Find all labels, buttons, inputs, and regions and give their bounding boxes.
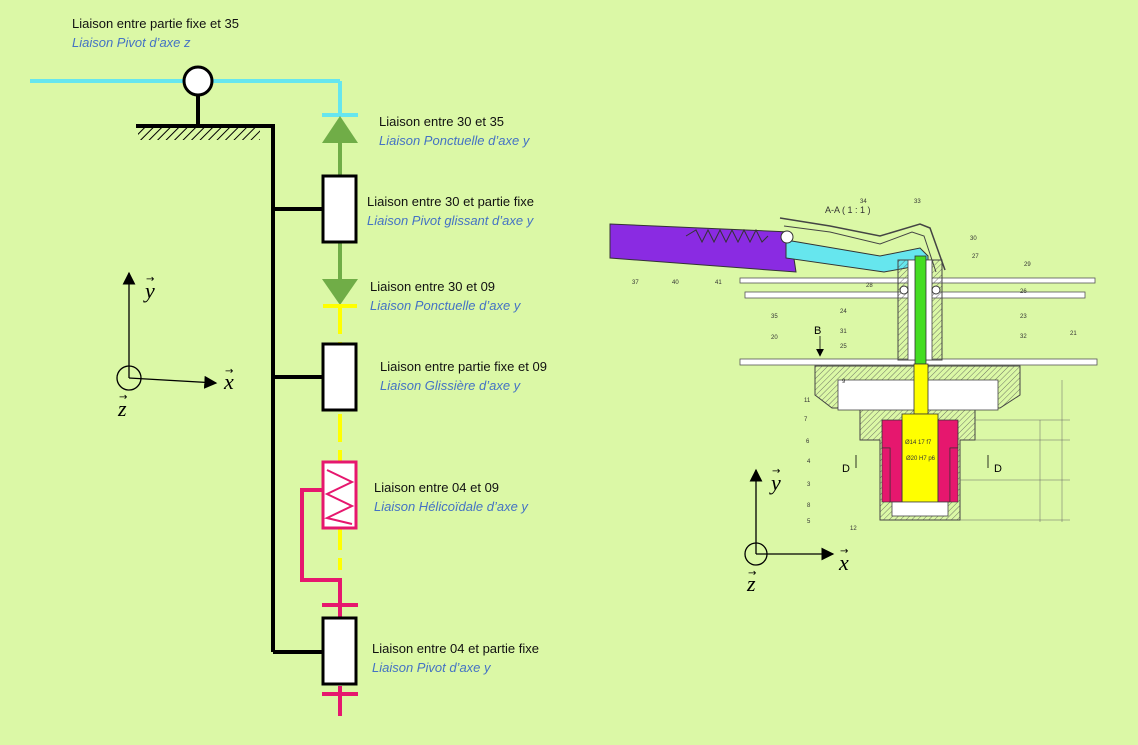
section-d-right-label: D xyxy=(994,463,1002,475)
vector-arrow-icon: → xyxy=(772,466,780,477)
label-ponctuelle-30-35: Liaison entre 30 et 35 Liaison Ponctuell… xyxy=(379,112,529,150)
kinematic-schema xyxy=(30,65,358,716)
label-title: Liaison entre partie fixe et 35 xyxy=(72,16,239,31)
axis-x-label: x xyxy=(223,369,234,394)
vector-arrow-icon: → xyxy=(146,274,154,285)
label-type: Liaison Pivot d’axe z xyxy=(72,35,191,50)
pivot-glissant-joint xyxy=(321,174,358,244)
svg-text:30: 30 xyxy=(970,236,977,242)
svg-text:5: 5 xyxy=(807,519,811,525)
label-type: Liaison Ponctuelle d’axe y xyxy=(370,298,521,313)
label-helicoidale-04-09: Liaison entre 04 et 09 Liaison Hélicoïda… xyxy=(374,478,528,516)
label-type: Liaison Glissière d’axe y xyxy=(380,378,521,393)
dimension-label: Ø20 H7 p6 xyxy=(906,456,936,462)
svg-text:12: 12 xyxy=(850,526,857,532)
svg-text:33: 33 xyxy=(914,199,921,205)
svg-text:27: 27 xyxy=(972,254,979,260)
svg-text:26: 26 xyxy=(1020,289,1027,295)
svg-text:37: 37 xyxy=(632,280,639,286)
label-title: Liaison entre 04 et 09 xyxy=(374,480,500,495)
svg-text:11: 11 xyxy=(804,398,811,404)
svg-text:32: 32 xyxy=(1020,334,1027,340)
helicoidal-joint xyxy=(321,460,358,530)
label-title: Liaison entre 30 et 09 xyxy=(370,279,496,294)
axis-x-label: x xyxy=(838,550,849,575)
dimension-label: Ø14 17 f7 xyxy=(905,440,932,446)
axes-right: y → x → z → xyxy=(744,466,849,596)
svg-text:41: 41 xyxy=(715,280,722,286)
axis-z-label: z xyxy=(746,571,756,596)
svg-text:40: 40 xyxy=(672,280,679,286)
svg-text:35: 35 xyxy=(771,314,778,320)
label-title: Liaison entre 30 et partie fixe xyxy=(367,194,534,209)
label-type: Liaison Pivot glissant d’axe y xyxy=(367,213,534,228)
svg-text:23: 23 xyxy=(1020,314,1027,320)
label-pivot-04: Liaison entre 04 et partie fixe Liaison … xyxy=(372,639,539,677)
fixed-frame xyxy=(271,124,323,654)
drawing-title: A-A ( 1 : 1 ) xyxy=(825,205,871,215)
svg-text:24: 24 xyxy=(840,309,847,315)
vector-arrow-icon: → xyxy=(840,546,848,557)
svg-text:9: 9 xyxy=(842,379,846,385)
axis-z-label: z xyxy=(117,396,127,421)
part-number-labels: 34 33 30 27 29 28 26 37 40 41 35 24 23 3… xyxy=(632,199,1077,532)
vector-arrow-icon: → xyxy=(748,568,756,579)
label-ponctuelle-30-09: Liaison entre 30 et 09 Liaison Ponctuell… xyxy=(370,277,520,315)
label-type: Liaison Pivot d’axe y xyxy=(372,660,491,675)
vector-arrow-icon: → xyxy=(225,366,233,377)
label-glissiere-09: Liaison entre partie fixe et 09 Liaison … xyxy=(380,357,547,395)
axis-y-label: y xyxy=(143,278,155,303)
svg-text:34: 34 xyxy=(860,199,867,205)
svg-text:4: 4 xyxy=(807,459,811,465)
pivot-z-joint xyxy=(136,65,273,140)
pivot-y-joint xyxy=(321,616,358,686)
svg-text:21: 21 xyxy=(1070,331,1077,337)
label-title: Liaison entre 30 et 35 xyxy=(379,114,505,129)
svg-text:3: 3 xyxy=(807,482,811,488)
svg-text:28: 28 xyxy=(866,283,873,289)
svg-text:25: 25 xyxy=(840,344,847,350)
label-title: Liaison entre partie fixe et 09 xyxy=(380,359,547,374)
axes-left: y → x → z → xyxy=(116,271,234,421)
svg-text:6: 6 xyxy=(806,439,810,445)
axis-y-label: y xyxy=(769,470,781,495)
svg-text:29: 29 xyxy=(1024,262,1031,268)
label-pivot-glissant-30: Liaison entre 30 et partie fixe Liaison … xyxy=(367,192,534,230)
svg-text:8: 8 xyxy=(807,503,811,509)
part-04-pink xyxy=(300,488,358,716)
section-b-label: B xyxy=(814,325,821,337)
label-title: Liaison entre 04 et partie fixe xyxy=(372,641,539,656)
technical-drawing: A-A ( 1 : 1 ) Ø14 17 f7 Ø20 xyxy=(609,199,1098,532)
svg-text:20: 20 xyxy=(771,335,778,341)
glissiere-joint xyxy=(321,342,358,412)
vector-arrow-icon: → xyxy=(119,392,127,403)
section-d-left-label: D xyxy=(842,463,850,475)
label-pivot-z: Liaison entre partie fixe et 35 Liaison … xyxy=(72,14,239,52)
label-type: Liaison Ponctuelle d’axe y xyxy=(379,133,530,148)
label-type: Liaison Hélicoïdale d’axe y xyxy=(374,499,528,514)
svg-text:31: 31 xyxy=(840,329,847,335)
svg-text:7: 7 xyxy=(804,417,808,423)
